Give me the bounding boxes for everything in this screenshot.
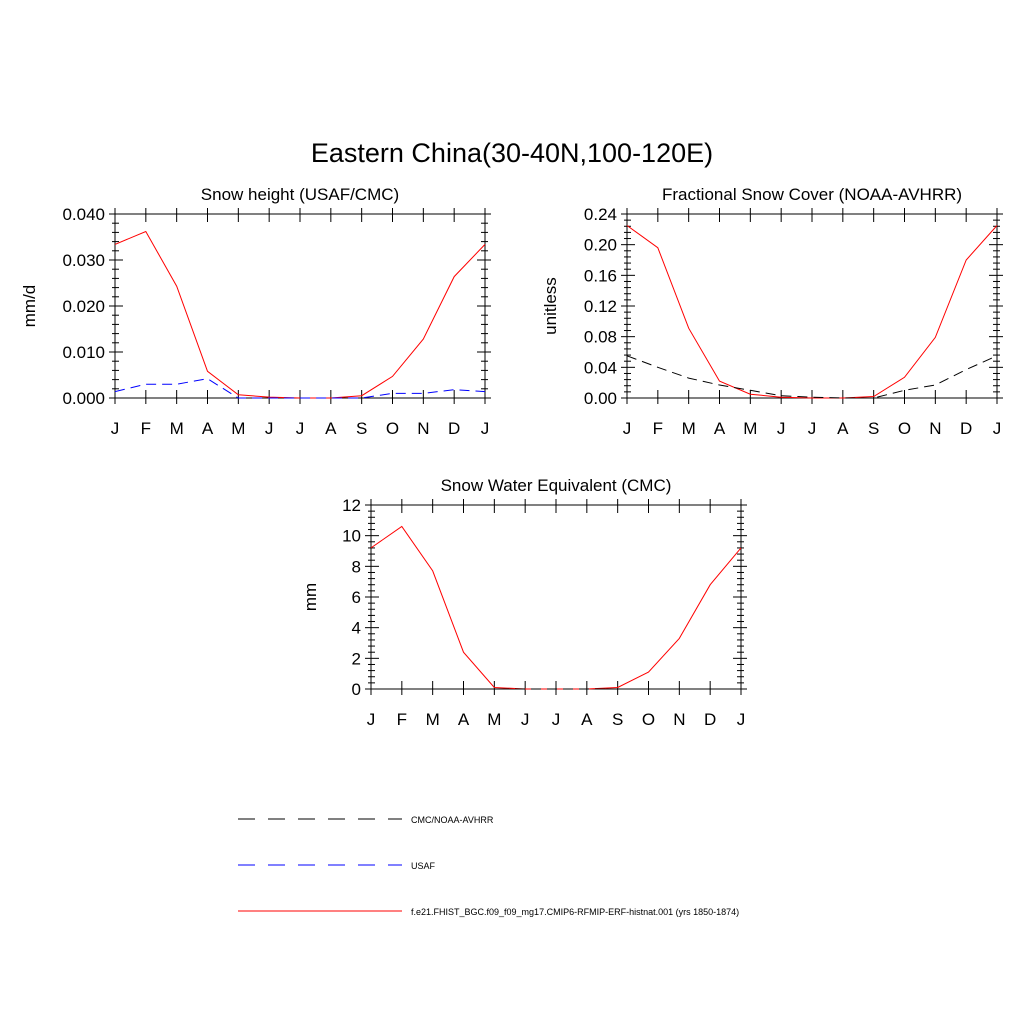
x-tick-label: A (714, 419, 726, 438)
y-tick-label: 0.08 (584, 328, 617, 347)
series-line-model (370, 525, 742, 690)
x-tick-label: A (837, 419, 849, 438)
x-tick-label: J (265, 419, 274, 438)
plot-frame (370, 504, 742, 690)
x-tick-label: J (737, 710, 746, 729)
x-tick-label: F (141, 419, 151, 438)
y-tick-label: 0.000 (62, 389, 105, 408)
y-tick-label: 10 (342, 527, 361, 546)
y-tick-label: 0.04 (584, 358, 617, 377)
y-axis-label: mm/d (20, 285, 39, 328)
y-tick-label: 4 (352, 619, 361, 638)
x-tick-label: S (356, 419, 367, 438)
x-tick-label: J (111, 419, 120, 438)
x-tick-label: A (202, 419, 214, 438)
x-tick-label: J (552, 710, 561, 729)
panel-snow-water-equivalent: Snow Water Equivalent (CMC) mm 0 2 4 6 8 10 12 J F… (301, 476, 747, 729)
series-line-model (626, 225, 998, 399)
y-tick-label: 8 (352, 557, 361, 576)
x-tick-label: J (623, 419, 632, 438)
legend-label: f.e21.FHIST_BGC.f09_f09_mg17.CMIP6-RFMIP… (411, 907, 739, 917)
x-tick-label: J (777, 419, 786, 438)
x-tick-label: N (417, 419, 429, 438)
series-line-cmc_noaa (626, 355, 998, 399)
series-line-model (114, 230, 486, 399)
y-tick-label: 0.20 (584, 236, 617, 255)
panel-snow-height: Snow height (USAF/CMC) mm/d 0.000 0.010 0.02… (20, 185, 491, 438)
y-tick-label: 0.030 (62, 251, 105, 270)
x-tick-label: A (458, 710, 470, 729)
panel-title: Snow Water Equivalent (CMC) (441, 476, 672, 495)
x-tick-label: D (704, 710, 716, 729)
y-tick-label: 6 (352, 588, 361, 607)
y-tick-label: 0.16 (584, 266, 617, 285)
y-tick-label: 0.12 (584, 297, 617, 316)
x-tick-label: M (487, 710, 501, 729)
x-tick-label: M (426, 710, 440, 729)
x-tick-label: A (581, 710, 593, 729)
x-tick-label: M (231, 419, 245, 438)
x-tick-label: M (682, 419, 696, 438)
x-tick-label: N (673, 710, 685, 729)
panel-fractional-snow-cover: Fractional Snow Cover (NOAA-AVHRR) unitle… (541, 185, 1003, 438)
y-tick-label: 0.00 (584, 389, 617, 408)
x-tick-label: J (481, 419, 490, 438)
y-tick-label: 2 (352, 649, 361, 668)
plot-frame (114, 213, 486, 399)
legend: CMC/NOAA-AVHRR USAF f.e21.FHIST_BGC.f09_f0… (238, 815, 739, 917)
plot-frame (626, 213, 998, 399)
y-axis-label: unitless (541, 277, 560, 335)
y-tick-label: 0.010 (62, 343, 105, 362)
x-tick-label: J (367, 710, 376, 729)
panel-title: Snow height (USAF/CMC) (201, 185, 399, 204)
x-tick-label: F (397, 710, 407, 729)
x-tick-label: J (521, 710, 530, 729)
legend-label: CMC/NOAA-AVHRR (411, 815, 494, 825)
x-tick-label: O (642, 710, 655, 729)
x-tick-label: O (898, 419, 911, 438)
x-tick-label: J (296, 419, 305, 438)
x-tick-label: S (612, 710, 623, 729)
y-axis-label: mm (301, 583, 320, 611)
x-tick-label: M (170, 419, 184, 438)
x-tick-label: M (743, 419, 757, 438)
legend-label: USAF (411, 861, 436, 871)
y-tick-label: 0 (352, 680, 361, 699)
x-tick-label: A (325, 419, 337, 438)
figure-title: Eastern China(30-40N,100-120E) (310, 138, 714, 168)
x-tick-label: D (448, 419, 460, 438)
y-tick-label: 0.040 (62, 205, 105, 224)
x-tick-label: N (929, 419, 941, 438)
y-tick-label: 0.24 (584, 205, 617, 224)
x-tick-label: S (868, 419, 879, 438)
panel-title: Fractional Snow Cover (NOAA-AVHRR) (662, 185, 962, 204)
x-tick-label: J (808, 419, 817, 438)
x-tick-label: O (386, 419, 399, 438)
y-tick-label: 0.020 (62, 297, 105, 316)
x-tick-label: J (993, 419, 1002, 438)
x-tick-label: D (960, 419, 972, 438)
y-tick-label: 12 (342, 496, 361, 515)
x-tick-label: F (653, 419, 663, 438)
